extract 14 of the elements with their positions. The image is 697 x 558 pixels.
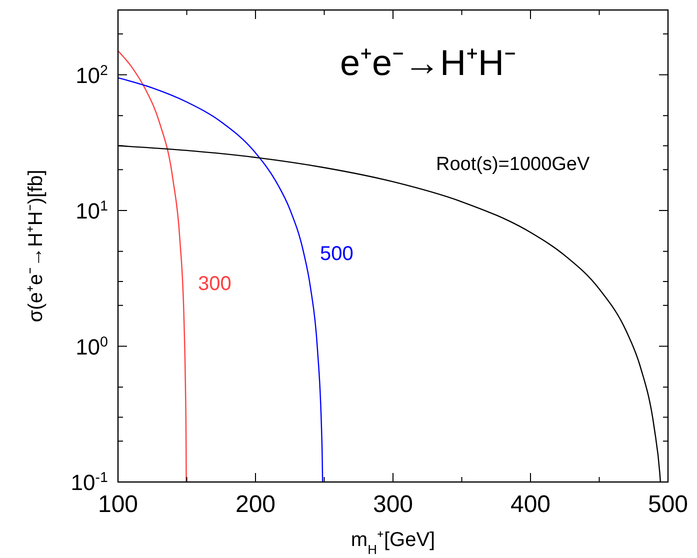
line-series	[118, 50, 187, 482]
x-tick-label: 200	[235, 491, 276, 518]
text: e⁺e⁻→H⁺H⁻	[340, 42, 516, 83]
series-label: 500	[320, 243, 354, 266]
x-tick-label: 300	[372, 491, 414, 518]
x-tick-label: 500	[648, 491, 688, 518]
series-label: 300	[198, 273, 232, 296]
y-tick-label: 10$^{1}$	[76, 198, 108, 224]
y-tick-label: 10$^{2}$	[76, 62, 108, 88]
y-axis-title: σ(e⁺e⁻→H⁺H⁻)[fb]	[25, 170, 47, 322]
series-label: Root(s)=1000GeV	[436, 154, 590, 176]
y-tick-label: 10$^{0}$	[76, 334, 108, 360]
x-axis-title: m$_{H}$⁺[GeV]	[350, 529, 436, 556]
x-tick-label: 400	[510, 491, 551, 518]
